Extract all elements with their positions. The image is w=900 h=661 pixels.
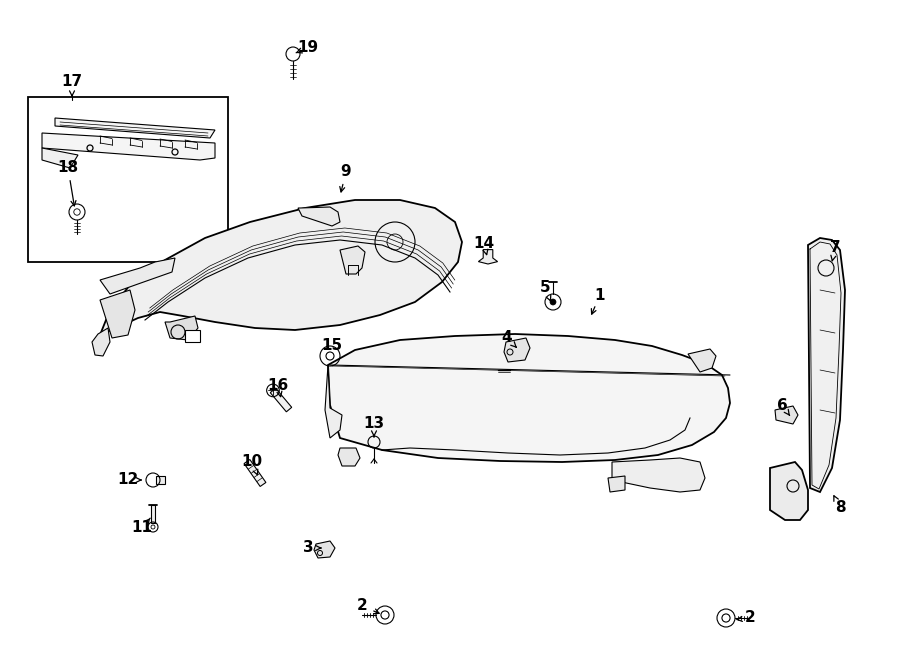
- Polygon shape: [770, 462, 808, 520]
- Polygon shape: [42, 133, 215, 160]
- Polygon shape: [156, 476, 165, 484]
- Polygon shape: [270, 388, 292, 412]
- Text: 19: 19: [297, 40, 319, 56]
- Polygon shape: [100, 200, 462, 335]
- Text: 11: 11: [131, 520, 152, 535]
- Polygon shape: [504, 338, 530, 362]
- Polygon shape: [92, 328, 110, 356]
- Polygon shape: [314, 541, 335, 558]
- Polygon shape: [325, 365, 342, 438]
- Text: 14: 14: [473, 237, 495, 251]
- Polygon shape: [688, 349, 716, 372]
- Polygon shape: [775, 406, 798, 424]
- Text: 10: 10: [241, 455, 263, 469]
- Bar: [28, 97, 228, 262]
- Polygon shape: [55, 118, 215, 138]
- Text: 1: 1: [595, 288, 605, 303]
- Text: 9: 9: [341, 165, 351, 180]
- Text: 8: 8: [834, 500, 845, 516]
- Text: 15: 15: [321, 338, 343, 354]
- Polygon shape: [244, 459, 266, 486]
- Polygon shape: [42, 148, 78, 168]
- Text: 7: 7: [830, 241, 841, 256]
- Text: 4: 4: [501, 330, 512, 346]
- Text: 12: 12: [117, 473, 139, 488]
- Polygon shape: [808, 238, 845, 492]
- Polygon shape: [100, 290, 135, 338]
- Polygon shape: [100, 258, 175, 294]
- Text: 18: 18: [58, 161, 78, 176]
- Polygon shape: [340, 246, 365, 274]
- Polygon shape: [185, 330, 200, 342]
- Text: 16: 16: [267, 379, 289, 393]
- Polygon shape: [298, 207, 340, 226]
- Polygon shape: [608, 476, 625, 492]
- Text: 2: 2: [744, 611, 755, 625]
- Polygon shape: [612, 458, 705, 492]
- Circle shape: [550, 299, 556, 305]
- Text: 17: 17: [61, 75, 83, 89]
- Text: 2: 2: [356, 598, 367, 613]
- Polygon shape: [165, 316, 198, 340]
- Polygon shape: [328, 334, 730, 462]
- Text: 5: 5: [540, 280, 550, 295]
- Polygon shape: [151, 505, 155, 523]
- Text: 6: 6: [777, 397, 788, 412]
- Polygon shape: [479, 250, 498, 264]
- Text: 13: 13: [364, 416, 384, 432]
- Polygon shape: [338, 448, 360, 466]
- Text: 3: 3: [302, 541, 313, 555]
